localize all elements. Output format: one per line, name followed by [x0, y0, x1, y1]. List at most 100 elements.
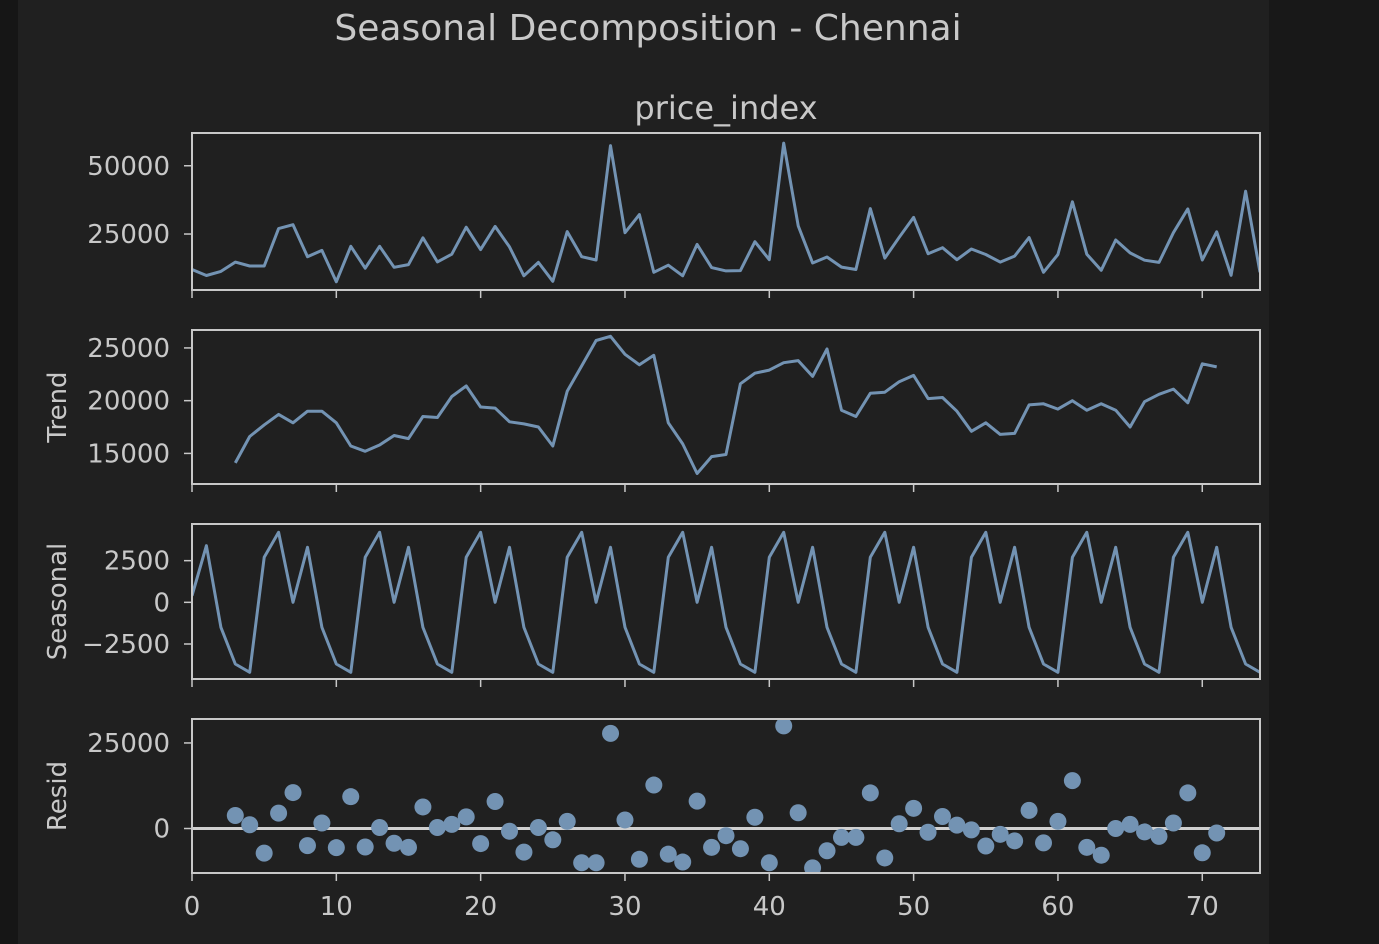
- data-point: [962, 821, 980, 839]
- y-tick-label: 50000: [87, 152, 170, 182]
- y-tick-label: 25000: [87, 729, 170, 759]
- data-point: [1107, 820, 1125, 838]
- data-point: [414, 798, 432, 816]
- x-tick-label: 50: [897, 892, 930, 922]
- data-point: [1063, 772, 1081, 790]
- data-point: [630, 850, 648, 868]
- panel-seasonal: Seasonal −2500 0 2500: [43, 523, 1261, 687]
- data-point: [703, 838, 721, 856]
- x-tick-label: 0: [184, 892, 201, 922]
- data-point: [890, 815, 908, 833]
- data-point: [342, 788, 360, 806]
- y-axis-label: Seasonal: [43, 543, 73, 661]
- data-point: [313, 814, 331, 832]
- data-point: [818, 842, 836, 860]
- y-tick-label: 0: [153, 815, 170, 845]
- data-point: [876, 849, 894, 867]
- data-point: [558, 812, 576, 830]
- series-line: [192, 141, 1260, 284]
- x-tick-label: 10: [320, 892, 353, 922]
- data-point: [356, 838, 374, 856]
- data-point: [1092, 846, 1110, 864]
- data-point: [371, 818, 389, 836]
- data-point: [645, 776, 663, 794]
- y-tick-label: 20000: [87, 387, 170, 417]
- data-point: [1193, 844, 1211, 862]
- data-point: [905, 799, 923, 817]
- data-point: [1121, 815, 1139, 833]
- x-tick-label: 60: [1041, 892, 1074, 922]
- data-point: [1006, 832, 1024, 850]
- panel-frame: [191, 523, 1261, 680]
- y-tick-label: 0: [153, 588, 170, 618]
- data-point: [529, 818, 547, 836]
- data-point: [861, 784, 879, 802]
- y-tick-label: 15000: [87, 439, 170, 469]
- data-point: [804, 859, 822, 873]
- data-point: [457, 808, 475, 826]
- y-axis-label: Resid: [43, 761, 73, 831]
- data-point: [991, 825, 1009, 843]
- data-point: [616, 811, 634, 829]
- panel-trend: Trend 15000 20000 25000: [43, 329, 1261, 492]
- data-point: [948, 816, 966, 834]
- data-point: [399, 838, 417, 856]
- y-tick-label: 25000: [87, 334, 170, 364]
- data-point: [1179, 784, 1197, 802]
- data-point: [270, 804, 288, 822]
- series-seasonal: [192, 530, 1260, 674]
- x-tick-label: 30: [608, 892, 641, 922]
- data-point: [501, 822, 519, 840]
- data-point: [255, 844, 273, 862]
- panel-frame: [191, 718, 1261, 874]
- data-point: [226, 807, 244, 825]
- data-point: [1136, 823, 1154, 841]
- data-point: [746, 808, 764, 826]
- x-tick-label: 20: [464, 892, 497, 922]
- data-point: [602, 724, 620, 742]
- data-point: [789, 804, 807, 822]
- data-point: [298, 837, 316, 855]
- data-point: [1208, 824, 1226, 842]
- data-point: [659, 845, 677, 863]
- panel-observed: price_index 25000 50000: [87, 89, 1261, 298]
- x-tick-label: 40: [753, 892, 786, 922]
- data-point: [1150, 827, 1168, 845]
- left-margin: [0, 0, 18, 944]
- data-point: [587, 854, 605, 872]
- y-tick-label: −2500: [82, 630, 170, 660]
- data-point: [428, 818, 446, 836]
- series-observed: [192, 141, 1260, 284]
- data-point: [443, 815, 461, 833]
- panel-frame: [191, 132, 1261, 291]
- series-trend: [233, 334, 1218, 475]
- data-point: [327, 839, 345, 857]
- data-point: [674, 853, 692, 871]
- panel-title: price_index: [634, 89, 817, 127]
- data-point: [1035, 834, 1053, 852]
- data-point: [731, 840, 749, 858]
- data-point: [1164, 814, 1182, 832]
- y-axis-label: Trend: [43, 371, 73, 443]
- data-point: [977, 837, 995, 855]
- data-point: [241, 816, 259, 834]
- panel-frame: [191, 329, 1261, 485]
- right-margin: [1269, 0, 1379, 944]
- series-line: [192, 530, 1260, 674]
- data-point: [284, 784, 302, 802]
- y-tick-label: 2500: [104, 547, 170, 577]
- x-tick-label: 70: [1186, 892, 1219, 922]
- data-point: [832, 828, 850, 846]
- data-point: [717, 827, 735, 845]
- data-point: [760, 854, 778, 872]
- y-tick-label: 25000: [87, 220, 170, 250]
- data-point: [775, 719, 793, 735]
- data-point: [1049, 812, 1067, 830]
- data-point: [573, 854, 591, 872]
- data-point: [847, 828, 865, 846]
- data-point: [385, 834, 403, 852]
- data-point: [472, 835, 490, 853]
- data-point: [486, 792, 504, 810]
